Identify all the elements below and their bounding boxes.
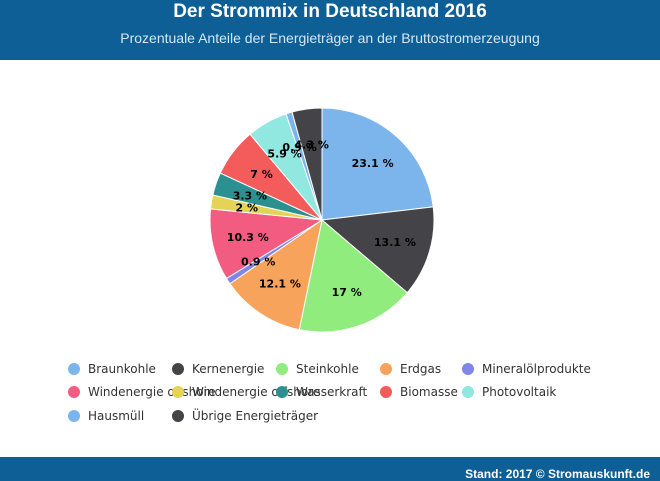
legend-label-biomasse: Biomasse <box>400 385 458 399</box>
legend-marker-wasserkraft <box>276 386 288 398</box>
legend-label-braunkohle: Braunkohle <box>88 362 156 376</box>
legend-label-steinkohle: Steinkohle <box>296 362 359 376</box>
chart-header: Der Strommix in Deutschland 2016 Prozent… <box>0 0 660 60</box>
legend-item-wasserkraft[interactable]: Wasserkraft <box>276 385 368 399</box>
legend-label-uebrige-energietraeger: Übrige Energieträger <box>192 407 318 423</box>
pie-chart: 23.1 % 13.1 % 17 % 12.1 % 0.9 % 10.3 % 2 %3.3 … <box>68 107 591 423</box>
data-label-mineraloelprodukte: 0.9 % <box>241 256 275 269</box>
legend-marker-kernenergie <box>172 363 184 375</box>
legend-item-braunkohle[interactable]: Braunkohle <box>68 362 156 376</box>
legend-label-wasserkraft: Wasserkraft <box>296 385 368 399</box>
data-label-biomasse: 7 % <box>250 168 273 181</box>
legend-item-mineraloelprodukte[interactable]: Mineralölprodukte <box>462 362 591 376</box>
legend-label-windenergie-offshore: Windenergie offshore <box>192 385 320 399</box>
chart-panel: 23.1 % 13.1 % 17 % 12.1 % 0.9 % 10.3 % 2 % 3.3 … <box>0 60 660 457</box>
pie-slice-erdgas[interactable] <box>229 218 323 331</box>
data-label-erdgas: 12.1 % <box>259 278 301 291</box>
pie-slice-kernenergie[interactable] <box>320 206 435 294</box>
pie-slice-windenergie-onshore[interactable] <box>209 208 324 280</box>
legend-item-kernenergie[interactable]: Kernenergie <box>172 362 264 376</box>
chart-legend: Braunkohle Kernenergie Steinkohle Erdgas Min… <box>68 362 591 423</box>
data-label-photovoltaik: 5.9 % <box>267 148 301 161</box>
legend-marker-biomasse <box>380 386 392 398</box>
data-label-wasserkraft: 3.3 % <box>233 189 267 202</box>
pie-data-labels: 23.1 % 13.1 % 17 % 12.1 % 0.9 % 10.3 % 2 %3.3 … <box>227 139 416 300</box>
legend-label-windenergie-onshore: Windenergie onshore <box>88 385 216 399</box>
pie-slices <box>209 107 435 333</box>
legend-item-uebrige-energietraeger[interactable]: Übrige Energieträger <box>172 407 318 423</box>
legend-marker-photovoltaik <box>462 386 474 398</box>
chart-title: Der Strommix in Deutschland 2016 <box>173 1 487 22</box>
legend-label-erdgas: Erdgas <box>400 362 441 376</box>
legend-label-mineraloelprodukte: Mineralölprodukte <box>482 362 591 376</box>
legend-item-biomasse[interactable]: Biomasse <box>380 385 458 399</box>
legend-item-erdgas[interactable]: Erdgas <box>380 362 441 376</box>
data-label-braunkohle: 23.1 % <box>352 157 394 170</box>
legend-marker-windenergie-offshore <box>172 386 184 398</box>
data-label-hausmuell: 0.9 % <box>282 141 316 154</box>
legend-item-hausmuell[interactable]: Hausmüll <box>68 409 144 423</box>
data-label-steinkohle: 17 % <box>332 286 362 299</box>
legend-item-photovoltaik[interactable]: Photovoltaik <box>462 385 556 399</box>
data-label-windenergie-onshore: 10.3 % <box>227 231 269 244</box>
chart-subtitle: Prozentuale Anteile der Energieträger an… <box>120 30 540 46</box>
legend-label-kernenergie: Kernenergie <box>192 362 264 376</box>
pie-slice-uebrige-energietraeger[interactable] <box>291 107 323 221</box>
data-label-kernenergie: 13.1 % <box>374 236 416 249</box>
legend-marker-hausmuell <box>68 410 80 422</box>
legend-item-windenergie-offshore[interactable]: Windenergie offshore <box>172 385 320 399</box>
legend-marker-braunkohle <box>68 363 80 375</box>
legend-item-windenergie-onshore[interactable]: Windenergie onshore <box>68 385 216 399</box>
legend-marker-erdgas <box>380 363 392 375</box>
legend-marker-steinkohle <box>276 363 288 375</box>
legend-label-photovoltaik: Photovoltaik <box>482 385 556 399</box>
legend-marker-uebrige-energietraeger <box>172 410 184 422</box>
legend-label-hausmuell: Hausmüll <box>88 409 144 423</box>
data-label-uebrige-energietraeger: 4.3 % <box>295 139 329 152</box>
legend-marker-mineraloelprodukte <box>462 363 474 375</box>
legend-marker-windenergie-onshore <box>68 386 80 398</box>
data-label-windenergie-offshore: 2 % <box>236 202 259 215</box>
pie-slice-braunkohle[interactable] <box>321 107 434 221</box>
pie-slice-steinkohle[interactable] <box>298 219 408 333</box>
source-credit: Stand: 2017 © Stromauskunft.de <box>465 467 650 481</box>
legend-item-steinkohle[interactable]: Steinkohle <box>276 362 359 376</box>
